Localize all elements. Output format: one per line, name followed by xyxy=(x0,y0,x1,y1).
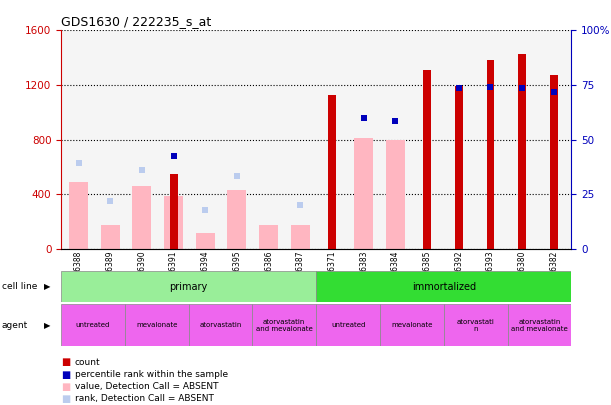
Bar xyxy=(164,196,183,249)
Bar xyxy=(125,304,189,346)
Bar xyxy=(486,60,494,249)
Bar xyxy=(550,75,558,249)
Text: cell line: cell line xyxy=(2,282,37,291)
Bar xyxy=(508,304,571,346)
Text: primary: primary xyxy=(169,281,208,292)
Text: ■: ■ xyxy=(61,394,70,404)
Bar xyxy=(252,304,316,346)
Text: percentile rank within the sample: percentile rank within the sample xyxy=(75,370,228,379)
Text: untreated: untreated xyxy=(76,322,110,328)
Bar xyxy=(328,95,336,249)
Text: ■: ■ xyxy=(61,370,70,379)
Bar xyxy=(69,182,88,249)
Text: atorvastatin
and mevalonate: atorvastatin and mevalonate xyxy=(256,318,313,332)
Text: ■: ■ xyxy=(61,382,70,392)
Text: GDS1630 / 222235_s_at: GDS1630 / 222235_s_at xyxy=(61,15,211,28)
Bar xyxy=(291,225,310,249)
Bar xyxy=(259,225,278,249)
Bar xyxy=(380,304,444,346)
Text: agent: agent xyxy=(2,321,28,330)
Bar xyxy=(518,53,526,249)
Text: ▶: ▶ xyxy=(44,321,51,330)
Bar xyxy=(170,174,178,249)
Text: atorvastati
n: atorvastati n xyxy=(456,318,494,332)
Bar xyxy=(386,140,405,249)
Bar xyxy=(101,225,120,249)
Bar xyxy=(354,139,373,249)
Bar xyxy=(189,304,252,346)
Text: rank, Detection Call = ABSENT: rank, Detection Call = ABSENT xyxy=(75,394,213,403)
Text: atorvastatin
and mevalonate: atorvastatin and mevalonate xyxy=(511,318,568,332)
Text: count: count xyxy=(75,358,100,367)
Text: atorvastatin: atorvastatin xyxy=(199,322,242,328)
Bar xyxy=(316,304,380,346)
Bar xyxy=(61,304,125,346)
Text: ■: ■ xyxy=(61,358,70,367)
Bar xyxy=(455,86,463,249)
Bar xyxy=(423,70,431,249)
Text: mevalonate: mevalonate xyxy=(391,322,433,328)
Bar xyxy=(227,190,246,249)
Bar xyxy=(316,271,571,302)
Text: mevalonate: mevalonate xyxy=(136,322,177,328)
Text: ▶: ▶ xyxy=(44,282,51,291)
Bar xyxy=(61,271,316,302)
Text: value, Detection Call = ABSENT: value, Detection Call = ABSENT xyxy=(75,382,218,391)
Text: immortalized: immortalized xyxy=(412,281,476,292)
Bar xyxy=(133,186,152,249)
Bar xyxy=(444,304,508,346)
Text: untreated: untreated xyxy=(331,322,365,328)
Bar xyxy=(196,233,215,249)
